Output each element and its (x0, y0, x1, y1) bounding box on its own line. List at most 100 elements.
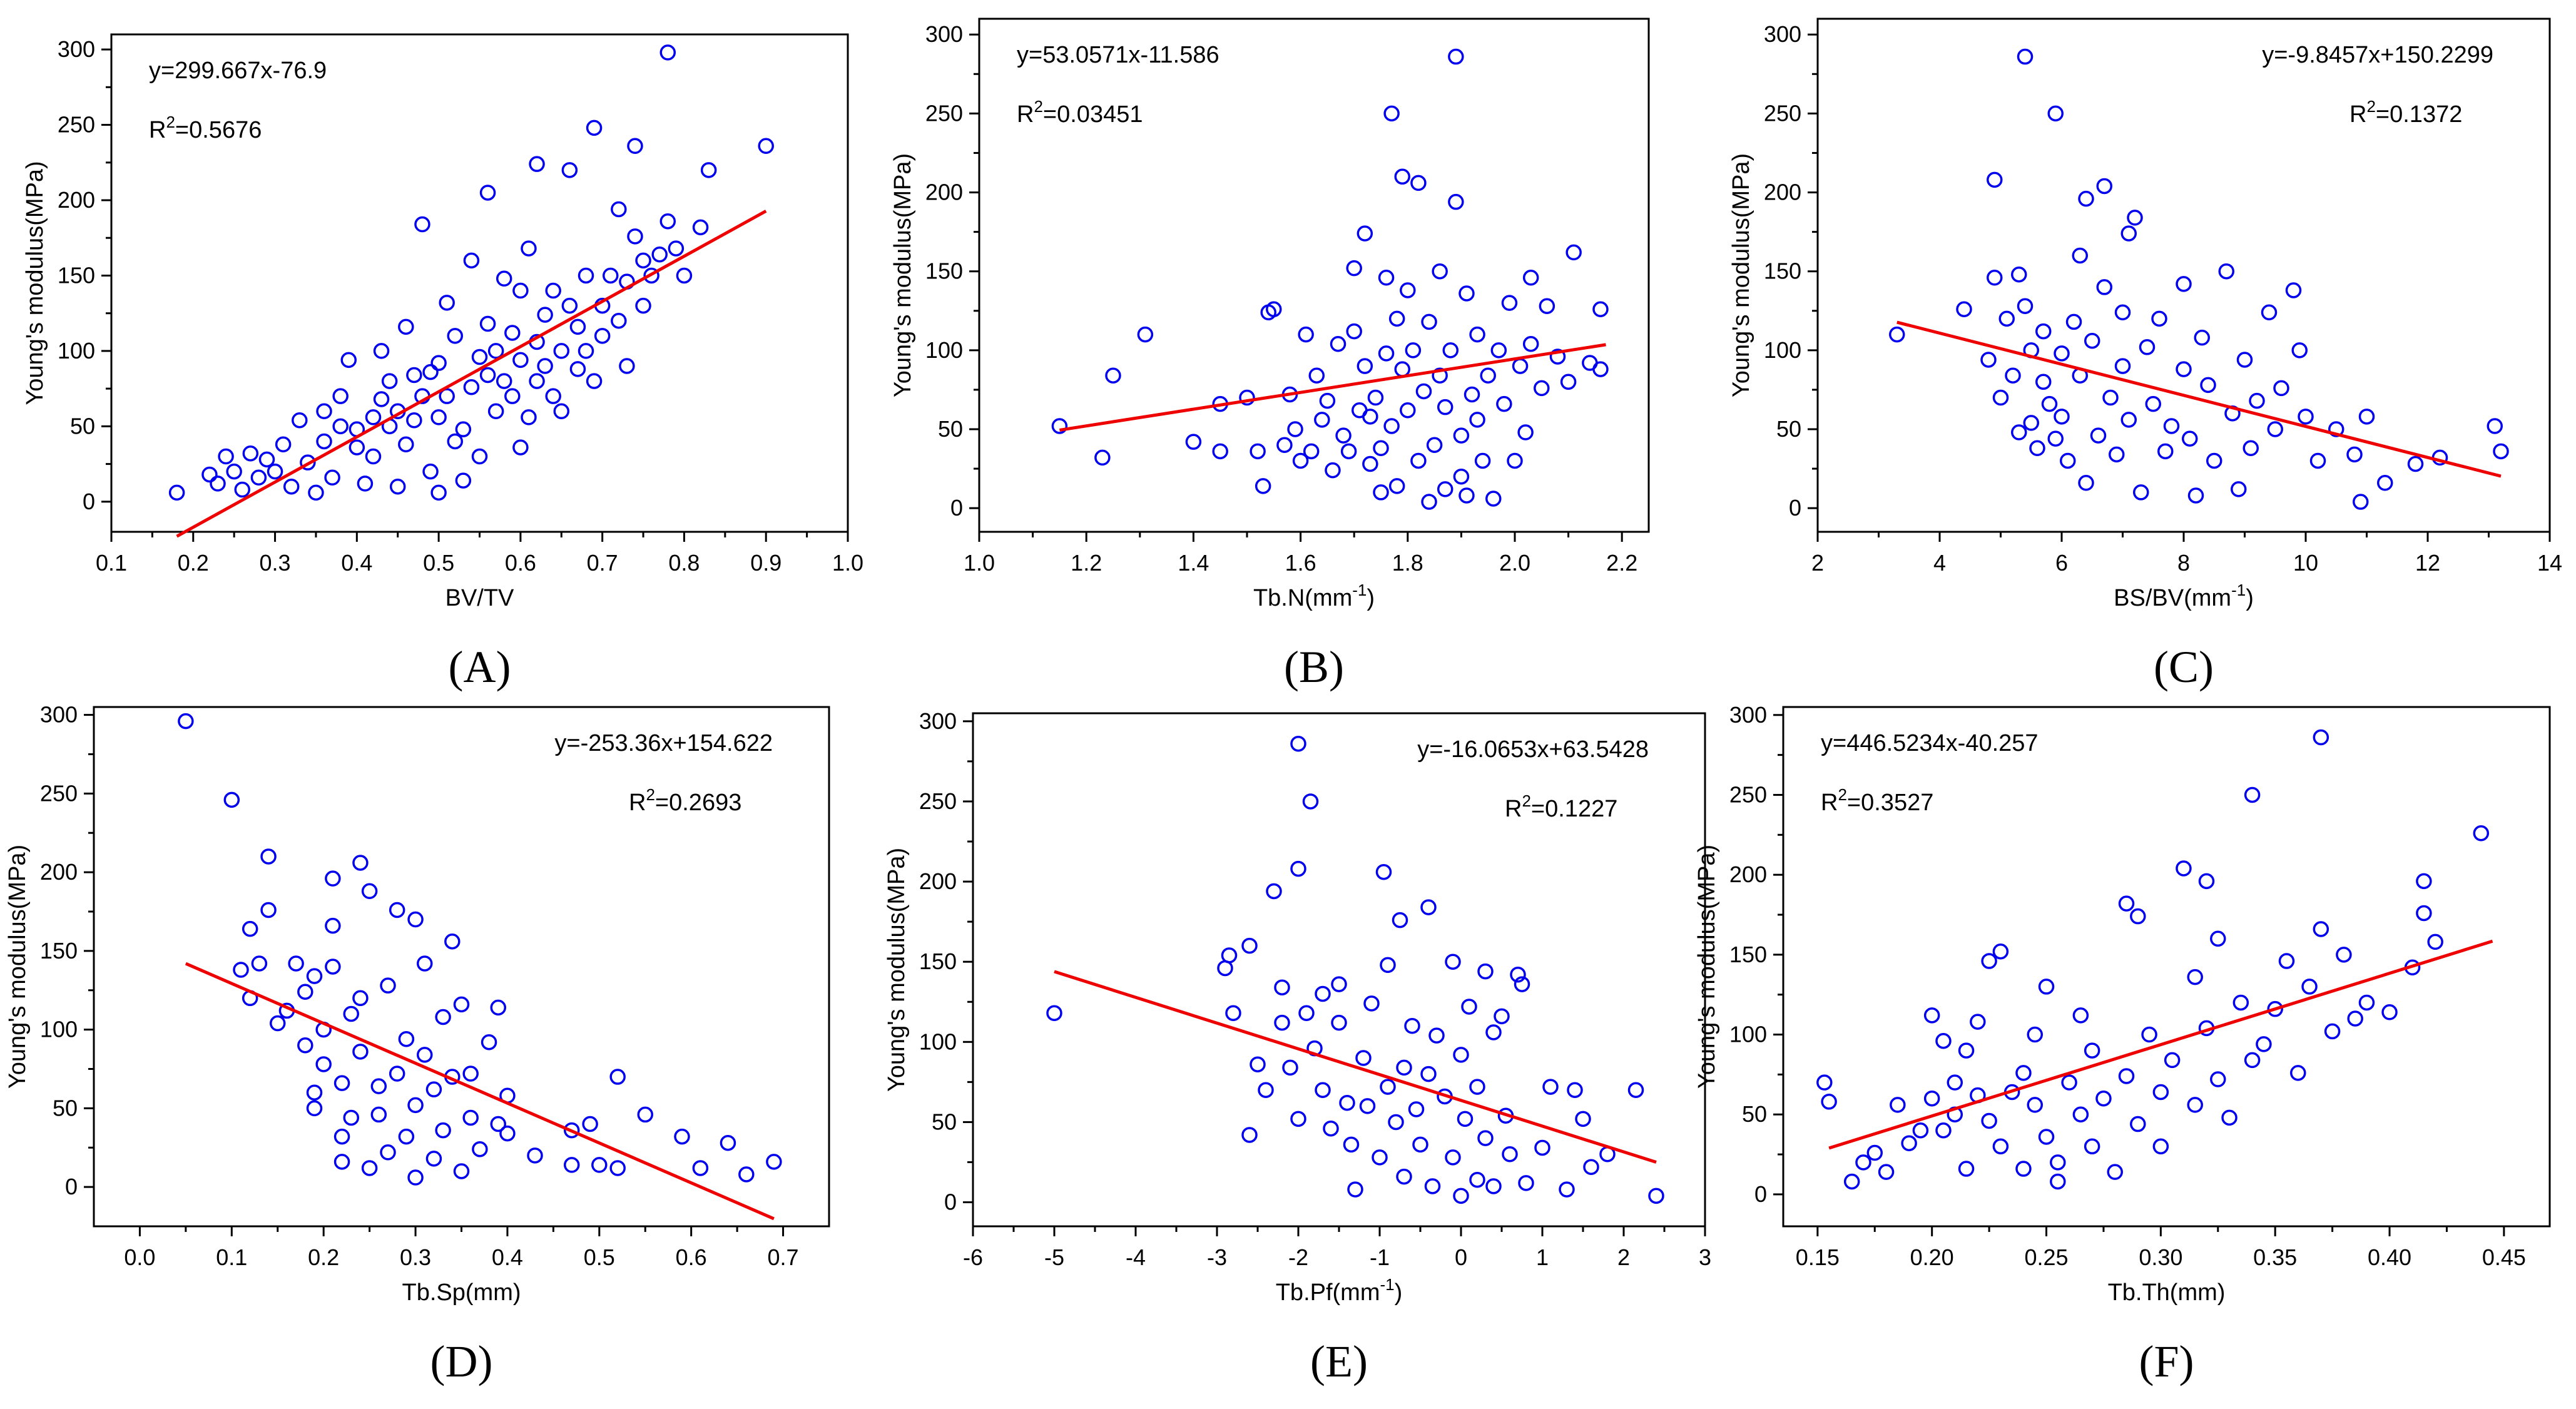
plot-frame (978, 18, 1650, 533)
data-point (2017, 298, 2034, 314)
r-squared: R2=0.2693 (629, 785, 741, 816)
data-point (1935, 1033, 1952, 1049)
data-point (1339, 1094, 1355, 1111)
data-point (2130, 1116, 2146, 1132)
x-tick-label: -6 (963, 1244, 983, 1270)
x-tick-label: 0.40 (2368, 1244, 2411, 1270)
data-point (2078, 475, 2094, 491)
data-point (1469, 326, 1485, 343)
data-point (2072, 247, 2088, 264)
data-point (499, 1125, 516, 1142)
regression-line (176, 210, 767, 538)
data-point (2023, 415, 2039, 431)
plot-frame (972, 712, 1706, 1228)
data-point (462, 1109, 479, 1126)
data-point (2011, 266, 2027, 283)
y-tick-label: 100 (1729, 1022, 1767, 1047)
x-axis-title-sup: -1 (2231, 581, 2246, 599)
data-point (512, 439, 529, 455)
data-point (2060, 452, 2076, 469)
data-point (674, 1128, 690, 1145)
x-axis-title-main: BV/TV (445, 585, 514, 611)
data-point (389, 902, 405, 918)
data-point (325, 959, 341, 975)
data-point (609, 1160, 626, 1176)
data-point (1459, 285, 1475, 302)
data-point (496, 373, 512, 389)
data-point (2015, 1161, 2032, 1177)
y-tick-label: 100 (1764, 337, 1801, 363)
r-squared: R2=0.03451 (1017, 97, 1143, 128)
x-axis-title-end: ) (2246, 585, 2254, 611)
y-tick-label: 250 (1764, 100, 1801, 126)
data-point (1346, 323, 1362, 340)
data-point (1512, 358, 1529, 374)
data-point (1480, 367, 1496, 384)
x-tick-label: 1.0 (964, 550, 995, 576)
data-point (659, 213, 676, 230)
data-point (527, 1147, 543, 1164)
data-point (2107, 1164, 2123, 1180)
data-point (561, 162, 578, 178)
data-point (275, 436, 292, 453)
data-point (270, 1015, 286, 1032)
data-point (1362, 409, 1378, 425)
data-point (766, 1154, 782, 1170)
data-point (1105, 367, 1121, 384)
data-point (2090, 427, 2107, 444)
y-tick-label: 200 (1764, 180, 1801, 205)
x-axis-title: Tb.N(mm-1) (1253, 581, 1375, 611)
data-point (2118, 895, 2135, 912)
x-tick-label: 4 (1933, 550, 1946, 576)
r-squared-value: =0.5676 (175, 117, 262, 143)
y-tick-label: 150 (919, 949, 957, 974)
data-point (1388, 478, 1405, 494)
data-point (210, 476, 226, 492)
data-point (352, 1044, 369, 1060)
y-tick-label: 100 (58, 338, 95, 364)
r-squared-value: =0.2693 (655, 790, 741, 816)
y-tick-label: 300 (1764, 21, 1801, 47)
data-point (233, 962, 249, 978)
data-point (1225, 1005, 1241, 1021)
data-point (692, 1160, 709, 1176)
data-point (1956, 301, 1972, 317)
x-tick-label: 0.1 (96, 550, 127, 576)
x-tick-label: 0.7 (587, 550, 618, 576)
data-point (471, 448, 488, 465)
x-tick-label: 0.45 (2482, 1244, 2526, 1270)
data-point (1394, 361, 1410, 377)
data-point (1292, 452, 1309, 469)
data-point (1426, 437, 1443, 453)
data-point (1890, 1097, 1906, 1113)
data-point (2210, 930, 2226, 947)
data-point (250, 469, 267, 486)
x-tick-label: 2 (1811, 550, 1824, 576)
plot-frame (110, 33, 849, 533)
data-point (283, 478, 300, 495)
r-squared-sup: 2 (166, 113, 175, 131)
data-point (1485, 491, 1502, 507)
y-axis-title: Young's modulus(MPa) (22, 161, 48, 405)
x-tick-label: 8 (2177, 550, 2190, 576)
data-point (2015, 1065, 2032, 1081)
data-point (1448, 48, 1464, 65)
data-point (479, 315, 496, 332)
data-point (758, 138, 774, 155)
data-point (564, 1157, 580, 1173)
data-point (2038, 979, 2055, 995)
data-point (481, 1034, 497, 1050)
x-axis-title-sup: -1 (1380, 1275, 1395, 1294)
data-point (1565, 244, 1582, 261)
data-point (1448, 193, 1464, 210)
data-point (1137, 326, 1154, 343)
regression-equation: y=446.5234x-40.257 (1821, 730, 2039, 756)
data-point (453, 996, 470, 1013)
data-point (455, 421, 472, 437)
data-point (1583, 1159, 1599, 1175)
data-point (1442, 342, 1459, 359)
y-tick-label: 50 (53, 1095, 78, 1121)
data-point (2127, 210, 2143, 226)
data-point (398, 318, 414, 335)
data-point (1290, 735, 1306, 752)
